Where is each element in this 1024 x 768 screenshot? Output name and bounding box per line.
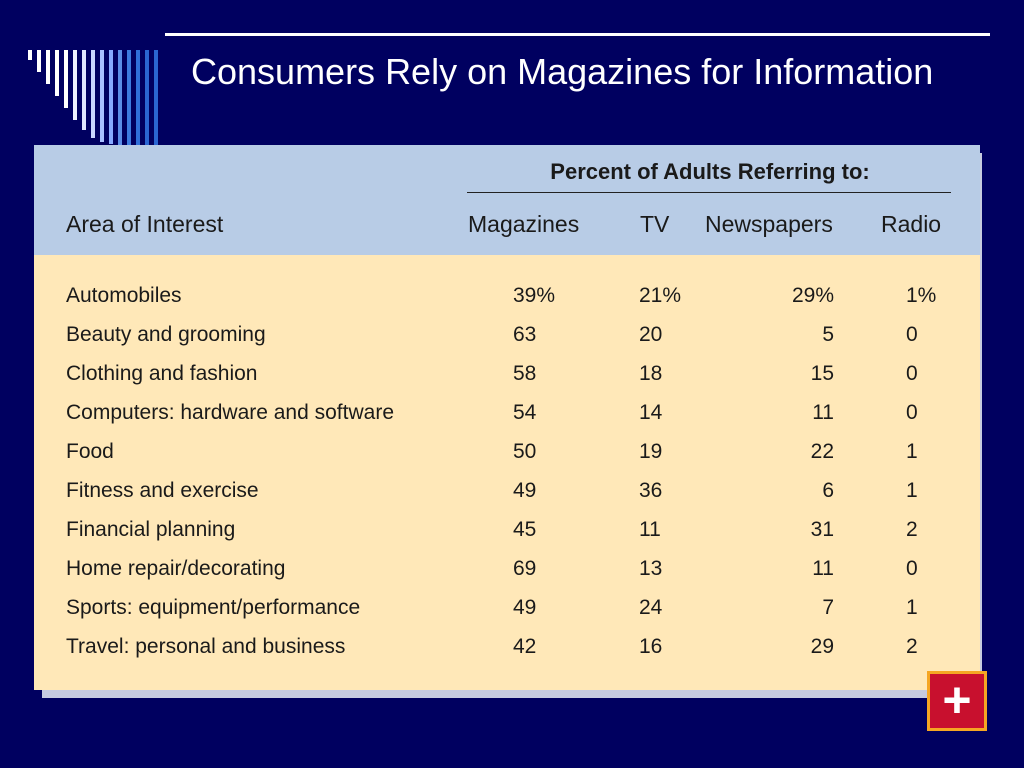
cell-tv: 18 [639,362,663,385]
table-row: Beauty and grooming 63 20 5 0 [34,323,980,362]
cell-area: Fitness and exercise [66,479,259,502]
cell-area: Travel: personal and business [66,635,346,658]
cell-newspapers: 29 [810,635,834,658]
cell-magazines: 50 [513,440,537,463]
cell-magazines: 45 [513,518,537,541]
cell-magazines: 42 [513,635,537,658]
cell-tv: 14 [639,401,663,424]
cell-area: Computers: hardware and software [66,401,394,424]
table-row: Sports: equipment/performance 49 24 7 1 [34,596,980,635]
cell-newspapers: 5 [822,323,834,346]
table-row: Food 50 19 22 1 [34,440,980,479]
plus-icon: + [942,672,972,728]
cell-radio: 0 [906,557,918,580]
cell-area: Clothing and fashion [66,362,258,385]
column-header-tv: TV [640,211,670,237]
group-header-rule [467,192,951,193]
table-row: Fitness and exercise 49 36 6 1 [34,479,980,518]
cell-magazines: 39% [513,284,556,307]
cell-tv: 20 [639,323,663,346]
cell-newspapers: 11 [812,401,834,424]
cell-tv: 19 [639,440,663,463]
cell-radio: 2 [906,635,918,658]
cell-radio: 0 [906,323,918,346]
data-table: Percent of Adults Referring to: Area of … [34,145,980,690]
table-row: Travel: personal and business 42 16 29 2 [34,635,980,674]
cell-tv: 24 [639,596,663,619]
cell-area: Financial planning [66,518,236,541]
column-header-newspapers: Newspapers [705,211,833,237]
cell-radio: 2 [906,518,918,541]
cell-magazines: 63 [513,323,537,346]
table-row: Automobiles 39% 21% 29% 1% [34,284,980,323]
column-header-radio: Radio [881,211,942,237]
column-header-magazines: Magazines [468,211,580,237]
table-row: Financial planning 45 11 31 2 [34,518,980,557]
cell-magazines: 69 [513,557,537,580]
cell-magazines: 58 [513,362,537,385]
cell-newspapers: 11 [812,557,834,580]
group-header: Percent of Adults Referring to: [550,159,870,184]
cell-magazines: 54 [513,401,537,424]
cell-radio: 0 [906,401,918,424]
cell-tv: 21% [639,284,682,307]
table-row: Home repair/decorating 69 13 11 0 [34,557,980,596]
cell-tv: 16 [639,635,663,658]
plus-button[interactable]: + [927,671,987,731]
cell-radio: 1% [906,284,937,307]
cell-newspapers: 7 [822,596,834,619]
table-row: Computers: hardware and software 54 14 1… [34,401,980,440]
cell-area: Automobiles [66,284,182,307]
cell-newspapers: 22 [810,440,834,463]
cell-radio: 1 [906,479,918,502]
cell-radio: 1 [906,596,918,619]
cell-newspapers: 31 [810,518,834,541]
cell-newspapers: 6 [822,479,834,502]
cell-magazines: 49 [513,479,537,502]
cell-area: Home repair/decorating [66,557,286,580]
table-header: Percent of Adults Referring to: Area of … [34,145,980,255]
cell-magazines: 49 [513,596,537,619]
cell-tv: 13 [639,557,663,580]
table-row: Clothing and fashion 58 18 15 0 [34,362,980,401]
cell-newspapers: 29% [791,284,834,307]
cell-newspapers: 15 [810,362,834,385]
cell-radio: 1 [906,440,918,463]
top-rule [165,33,990,36]
cell-tv: 11 [639,518,661,541]
cell-area: Beauty and grooming [66,323,266,346]
cell-area: Sports: equipment/performance [66,596,361,619]
cell-area: Food [66,440,114,463]
cell-radio: 0 [906,362,918,385]
slide-title: Consumers Rely on Magazines for Informat… [191,51,934,92]
column-header-area: Area of Interest [66,211,224,237]
cell-tv: 36 [639,479,663,502]
